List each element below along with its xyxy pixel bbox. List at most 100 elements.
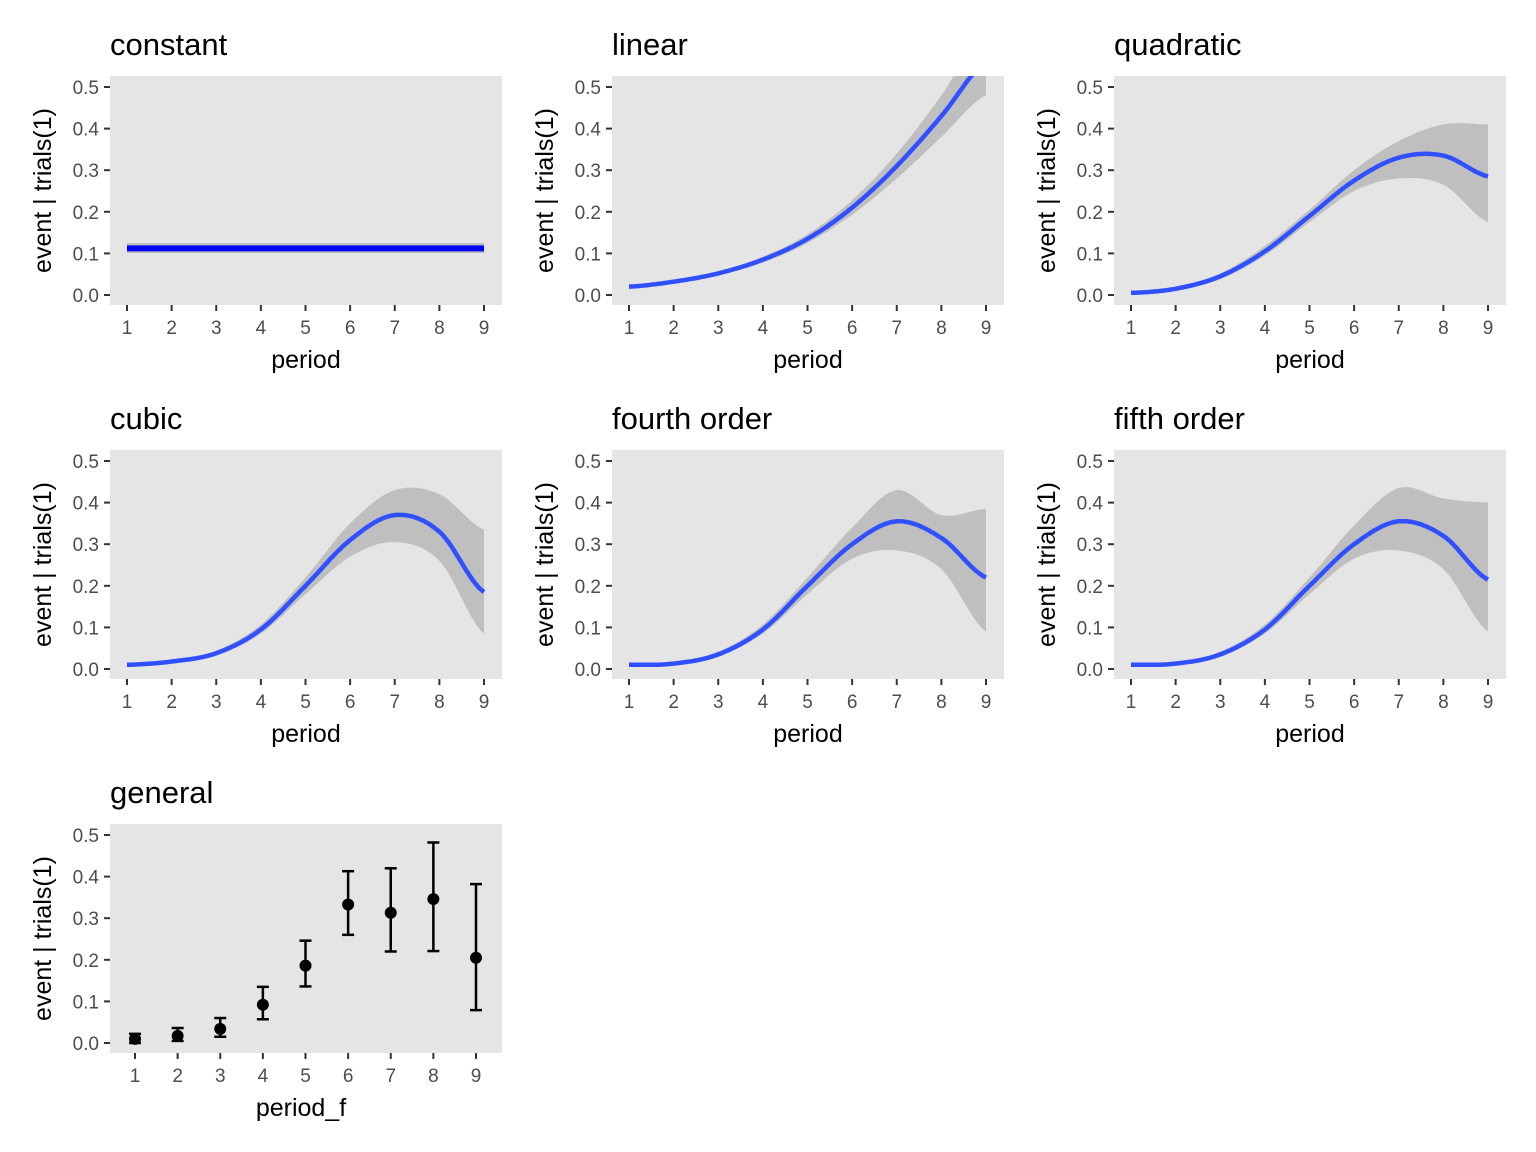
- y-tick-label: 0.5: [575, 78, 601, 99]
- y-tick-label: 0.4: [1077, 494, 1104, 515]
- x-tick-label: 4: [1260, 692, 1271, 713]
- x-tick-label: 2: [668, 692, 679, 713]
- plot-marks: [1131, 487, 1490, 668]
- panel-constant: constant 0.0 0.1 0.2 0.3 0.4 0.5 1 2 3 4 5 6 7 8 9 perio…: [29, 27, 502, 374]
- confidence-ribbon: [629, 490, 986, 667]
- x-tick-label: 3: [215, 1066, 226, 1087]
- x-axis-label: period: [271, 346, 341, 374]
- x-tick-label: 4: [758, 318, 769, 339]
- confidence-ribbon: [1131, 487, 1488, 667]
- x-tick-label: 3: [1215, 318, 1226, 339]
- plot-background: [110, 76, 502, 305]
- y-tick-label: 0.5: [73, 452, 99, 473]
- panel-linear: linear 0.0 0.1 0.2 0.3 0.4 0.5 1 2 3 4 5 6 7 8 9 period e…: [531, 27, 1004, 374]
- x-tick-label: 7: [891, 692, 902, 713]
- data-point: [171, 1029, 184, 1042]
- y-tick-label: 0.4: [1077, 120, 1104, 141]
- x-tick-label: 9: [479, 318, 490, 339]
- x-tick-label: 5: [1304, 692, 1315, 713]
- y-tick-label: 0.2: [575, 203, 601, 224]
- x-tick-label: 3: [713, 318, 724, 339]
- x-tick-label: 2: [1170, 318, 1181, 339]
- panel-cubic: cubic 0.0 0.1 0.2 0.3 0.4 0.5 1 2 3 4 5 6 7 8 9 period ev…: [29, 401, 502, 748]
- panel-title: fifth order: [1114, 401, 1245, 436]
- y-tick-label: 0.4: [73, 494, 100, 515]
- y-tick-label: 0.4: [73, 120, 100, 141]
- y-tick-label: 0.2: [1077, 203, 1103, 224]
- y-tick-label: 0.1: [1077, 244, 1103, 265]
- y-tick-label: 0.2: [73, 951, 99, 972]
- x-tick-label: 8: [936, 318, 947, 339]
- y-tick-label: 0.2: [73, 577, 99, 598]
- x-tick-label: 5: [300, 318, 311, 339]
- x-tick-label: 8: [434, 318, 445, 339]
- x-tick-label: 5: [300, 1066, 311, 1087]
- y-tick-label: 0.2: [73, 203, 99, 224]
- panel-title: quadratic: [1114, 27, 1242, 62]
- plot-marks: [127, 487, 486, 668]
- data-point: [256, 998, 269, 1011]
- y-tick-label: 0.5: [73, 78, 99, 99]
- x-tick-label: 2: [1170, 692, 1181, 713]
- x-tick-label: 5: [300, 692, 311, 713]
- fitted-line: [629, 518, 988, 668]
- y-tick-label: 0.3: [73, 161, 99, 182]
- y-tick-label: 0.1: [73, 618, 99, 639]
- x-tick-label: 5: [1304, 318, 1315, 339]
- x-tick-label: 3: [1215, 692, 1226, 713]
- y-tick-label: 0.1: [575, 618, 601, 639]
- y-tick-label: 0.5: [73, 826, 99, 847]
- y-tick-label: 0.2: [575, 577, 601, 598]
- x-tick-label: 9: [479, 692, 490, 713]
- x-tick-label: 9: [471, 1066, 482, 1087]
- y-tick-label: 0.0: [73, 660, 99, 681]
- y-axis-label: event | trials(1): [1033, 482, 1061, 647]
- plot-marks: [127, 243, 484, 253]
- x-tick-label: 1: [624, 318, 635, 339]
- x-tick-label: 2: [166, 318, 177, 339]
- y-tick-label: 0.2: [1077, 577, 1103, 598]
- x-tick-label: 4: [758, 692, 769, 713]
- y-tick-label: 0.0: [1077, 286, 1103, 307]
- x-tick-label: 1: [130, 1066, 141, 1087]
- data-point: [214, 1022, 227, 1035]
- plot-background: [110, 824, 502, 1053]
- x-tick-label: 6: [345, 692, 356, 713]
- x-tick-label: 7: [389, 318, 400, 339]
- plot-marks: [129, 841, 482, 1045]
- data-point: [470, 951, 482, 964]
- y-axis-label: event | trials(1): [29, 482, 57, 647]
- x-tick-label: 8: [936, 692, 947, 713]
- x-tick-label: 9: [1483, 692, 1494, 713]
- x-tick-label: 7: [389, 692, 400, 713]
- y-axis-label: event | trials(1): [1033, 108, 1061, 273]
- confidence-ribbon: [629, 76, 986, 288]
- x-tick-label: 6: [343, 1066, 354, 1087]
- y-tick-label: 0.4: [575, 120, 602, 141]
- x-tick-label: 2: [668, 318, 679, 339]
- panel-title: general: [110, 775, 213, 810]
- x-tick-label: 1: [1126, 318, 1137, 339]
- panel-title: cubic: [110, 401, 182, 436]
- x-tick-label: 6: [847, 318, 858, 339]
- x-tick-label: 4: [256, 692, 267, 713]
- x-tick-label: 3: [713, 692, 724, 713]
- fitted-line: [1131, 518, 1490, 668]
- y-tick-label: 0.0: [1077, 660, 1103, 681]
- panel-fifth-order: fifth order 0.0 0.1 0.2 0.3 0.4 0.5 1 2 3 4 5 6 7 8 9 pe…: [1033, 401, 1506, 748]
- x-axis-label: period: [271, 720, 341, 748]
- x-axis-label: period: [773, 720, 843, 748]
- y-tick-label: 0.5: [575, 452, 601, 473]
- x-tick-label: 7: [1393, 692, 1404, 713]
- plot-marks: [629, 490, 988, 668]
- x-tick-label: 6: [847, 692, 858, 713]
- x-tick-label: 5: [802, 692, 813, 713]
- fitted-line: [127, 512, 486, 668]
- x-axis-label: period: [1275, 346, 1345, 374]
- x-tick-label: 6: [345, 318, 356, 339]
- y-tick-label: 0.3: [73, 909, 99, 930]
- x-tick-label: 1: [122, 692, 133, 713]
- y-tick-label: 0.0: [73, 286, 99, 307]
- y-axis-label: event | trials(1): [29, 108, 57, 273]
- y-tick-label: 0.4: [73, 868, 100, 889]
